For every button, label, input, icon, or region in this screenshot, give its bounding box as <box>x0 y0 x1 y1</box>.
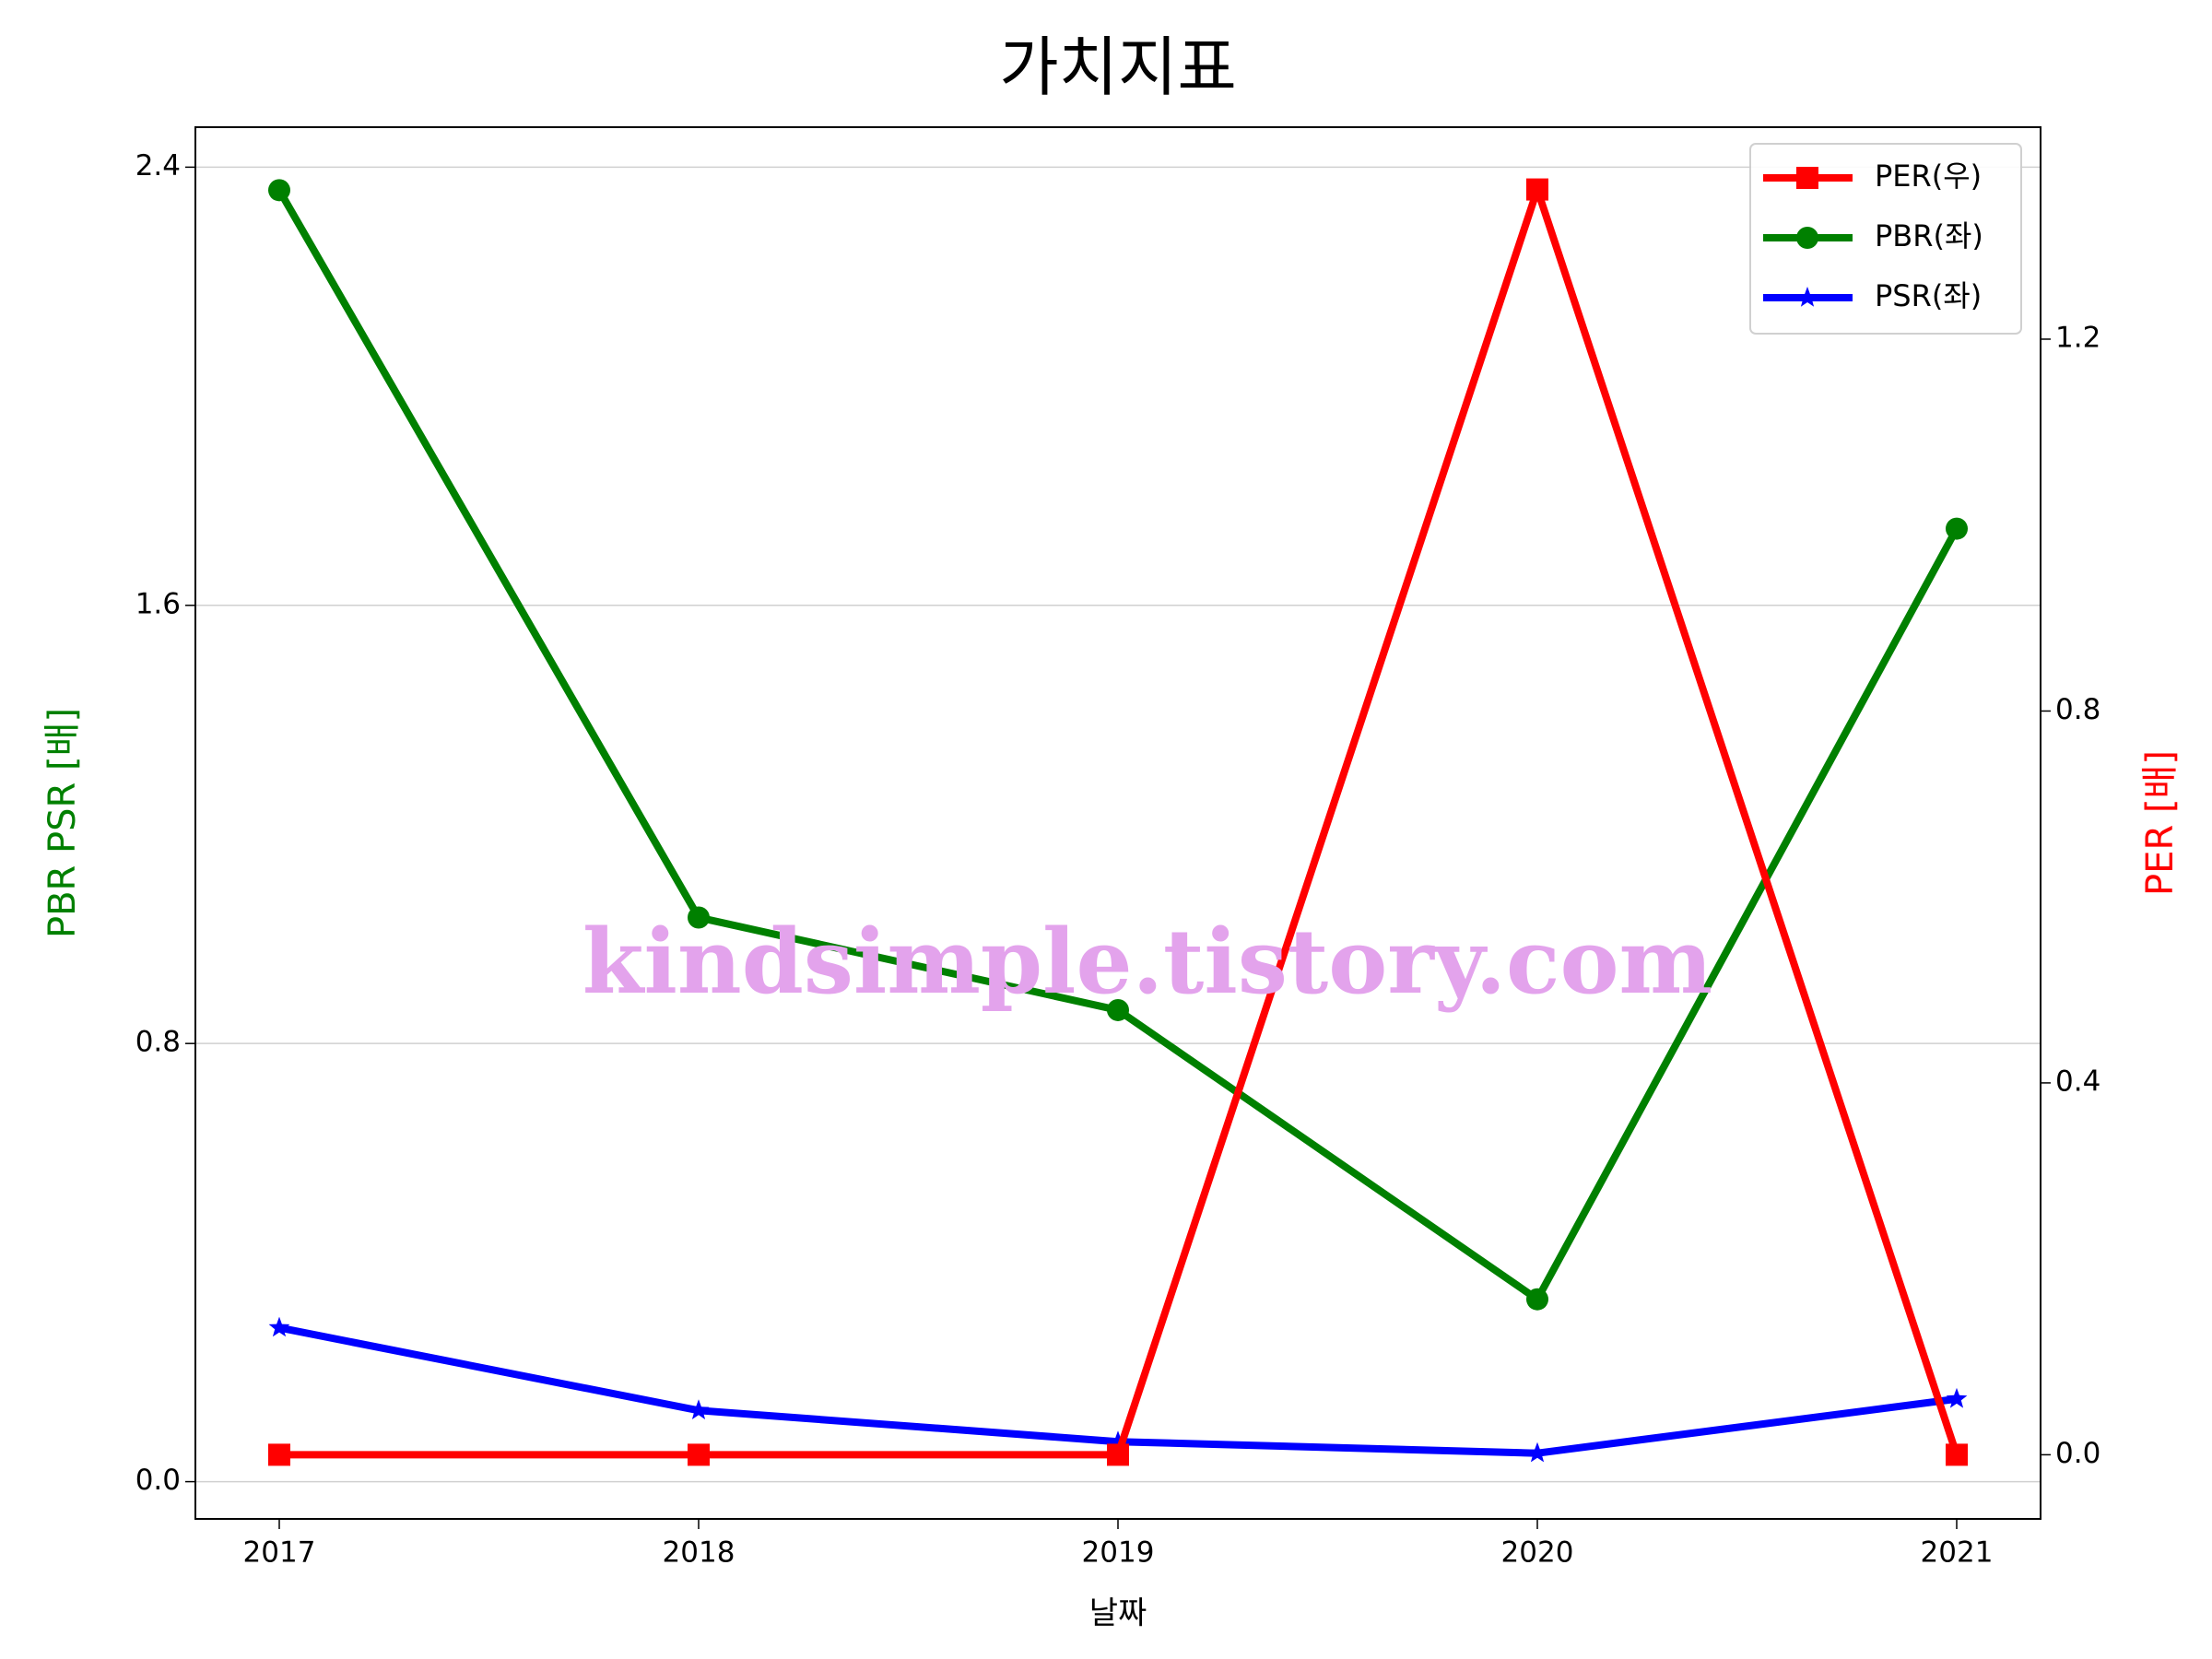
y2-tick-label: 0.4 <box>2055 1065 2100 1098</box>
marker <box>268 1443 290 1466</box>
marker <box>1796 227 1818 249</box>
marker <box>1526 1441 1548 1463</box>
series <box>268 178 1968 1466</box>
y-tick-label: 1.6 <box>135 587 181 620</box>
x-tick-label: 2021 <box>1921 1536 1994 1570</box>
legend-box <box>1749 143 2022 335</box>
x-tick-label: 2018 <box>663 1536 735 1570</box>
marker <box>688 1399 710 1419</box>
y2-axis-label: PER [배] <box>2139 750 2182 896</box>
chart-title: 가치지표 <box>999 29 1237 105</box>
legend: PER(우) PBR(좌) PSR(좌) <box>1749 143 2022 335</box>
x-tick-label: 2020 <box>1501 1536 1574 1570</box>
marker <box>1107 1443 1129 1466</box>
series <box>268 1316 1968 1463</box>
legend-label: PER(우) <box>1875 159 1982 194</box>
legend-label: PSR(좌) <box>1875 278 1982 313</box>
marker <box>268 179 290 202</box>
y-tick-label: 2.4 <box>135 149 181 182</box>
marker <box>1796 287 1818 307</box>
marker <box>1107 998 1129 1021</box>
marker <box>268 1316 290 1337</box>
marker <box>688 906 710 929</box>
y2-tick-label: 0.8 <box>2055 693 2100 726</box>
marker <box>1526 1288 1548 1311</box>
marker <box>1796 167 1818 189</box>
series <box>268 179 1968 1311</box>
marker <box>688 1443 710 1466</box>
y-tick-label: 0.0 <box>135 1464 181 1497</box>
marker <box>1946 1387 1968 1408</box>
marker <box>1107 1430 1129 1451</box>
marker <box>1946 1443 1968 1466</box>
axes-frame <box>194 126 2041 1520</box>
y2-tick-label: 0.0 <box>2055 1437 2100 1470</box>
y-tick-label: 0.8 <box>135 1026 181 1059</box>
marker <box>1946 517 1968 540</box>
x-tick-label: 2017 <box>243 1536 316 1570</box>
y2-tick-label: 1.2 <box>2055 321 2100 354</box>
y-axis-label: PBR PSR [배] <box>41 708 84 938</box>
x-tick-label: 2019 <box>1082 1536 1155 1570</box>
marker <box>1526 178 1548 201</box>
legend-label: PBR(좌) <box>1875 218 1983 253</box>
x-axis-label: 날짜 <box>1089 1595 1147 1632</box>
watermark: kindsimple.tistory.com <box>582 910 1712 1014</box>
